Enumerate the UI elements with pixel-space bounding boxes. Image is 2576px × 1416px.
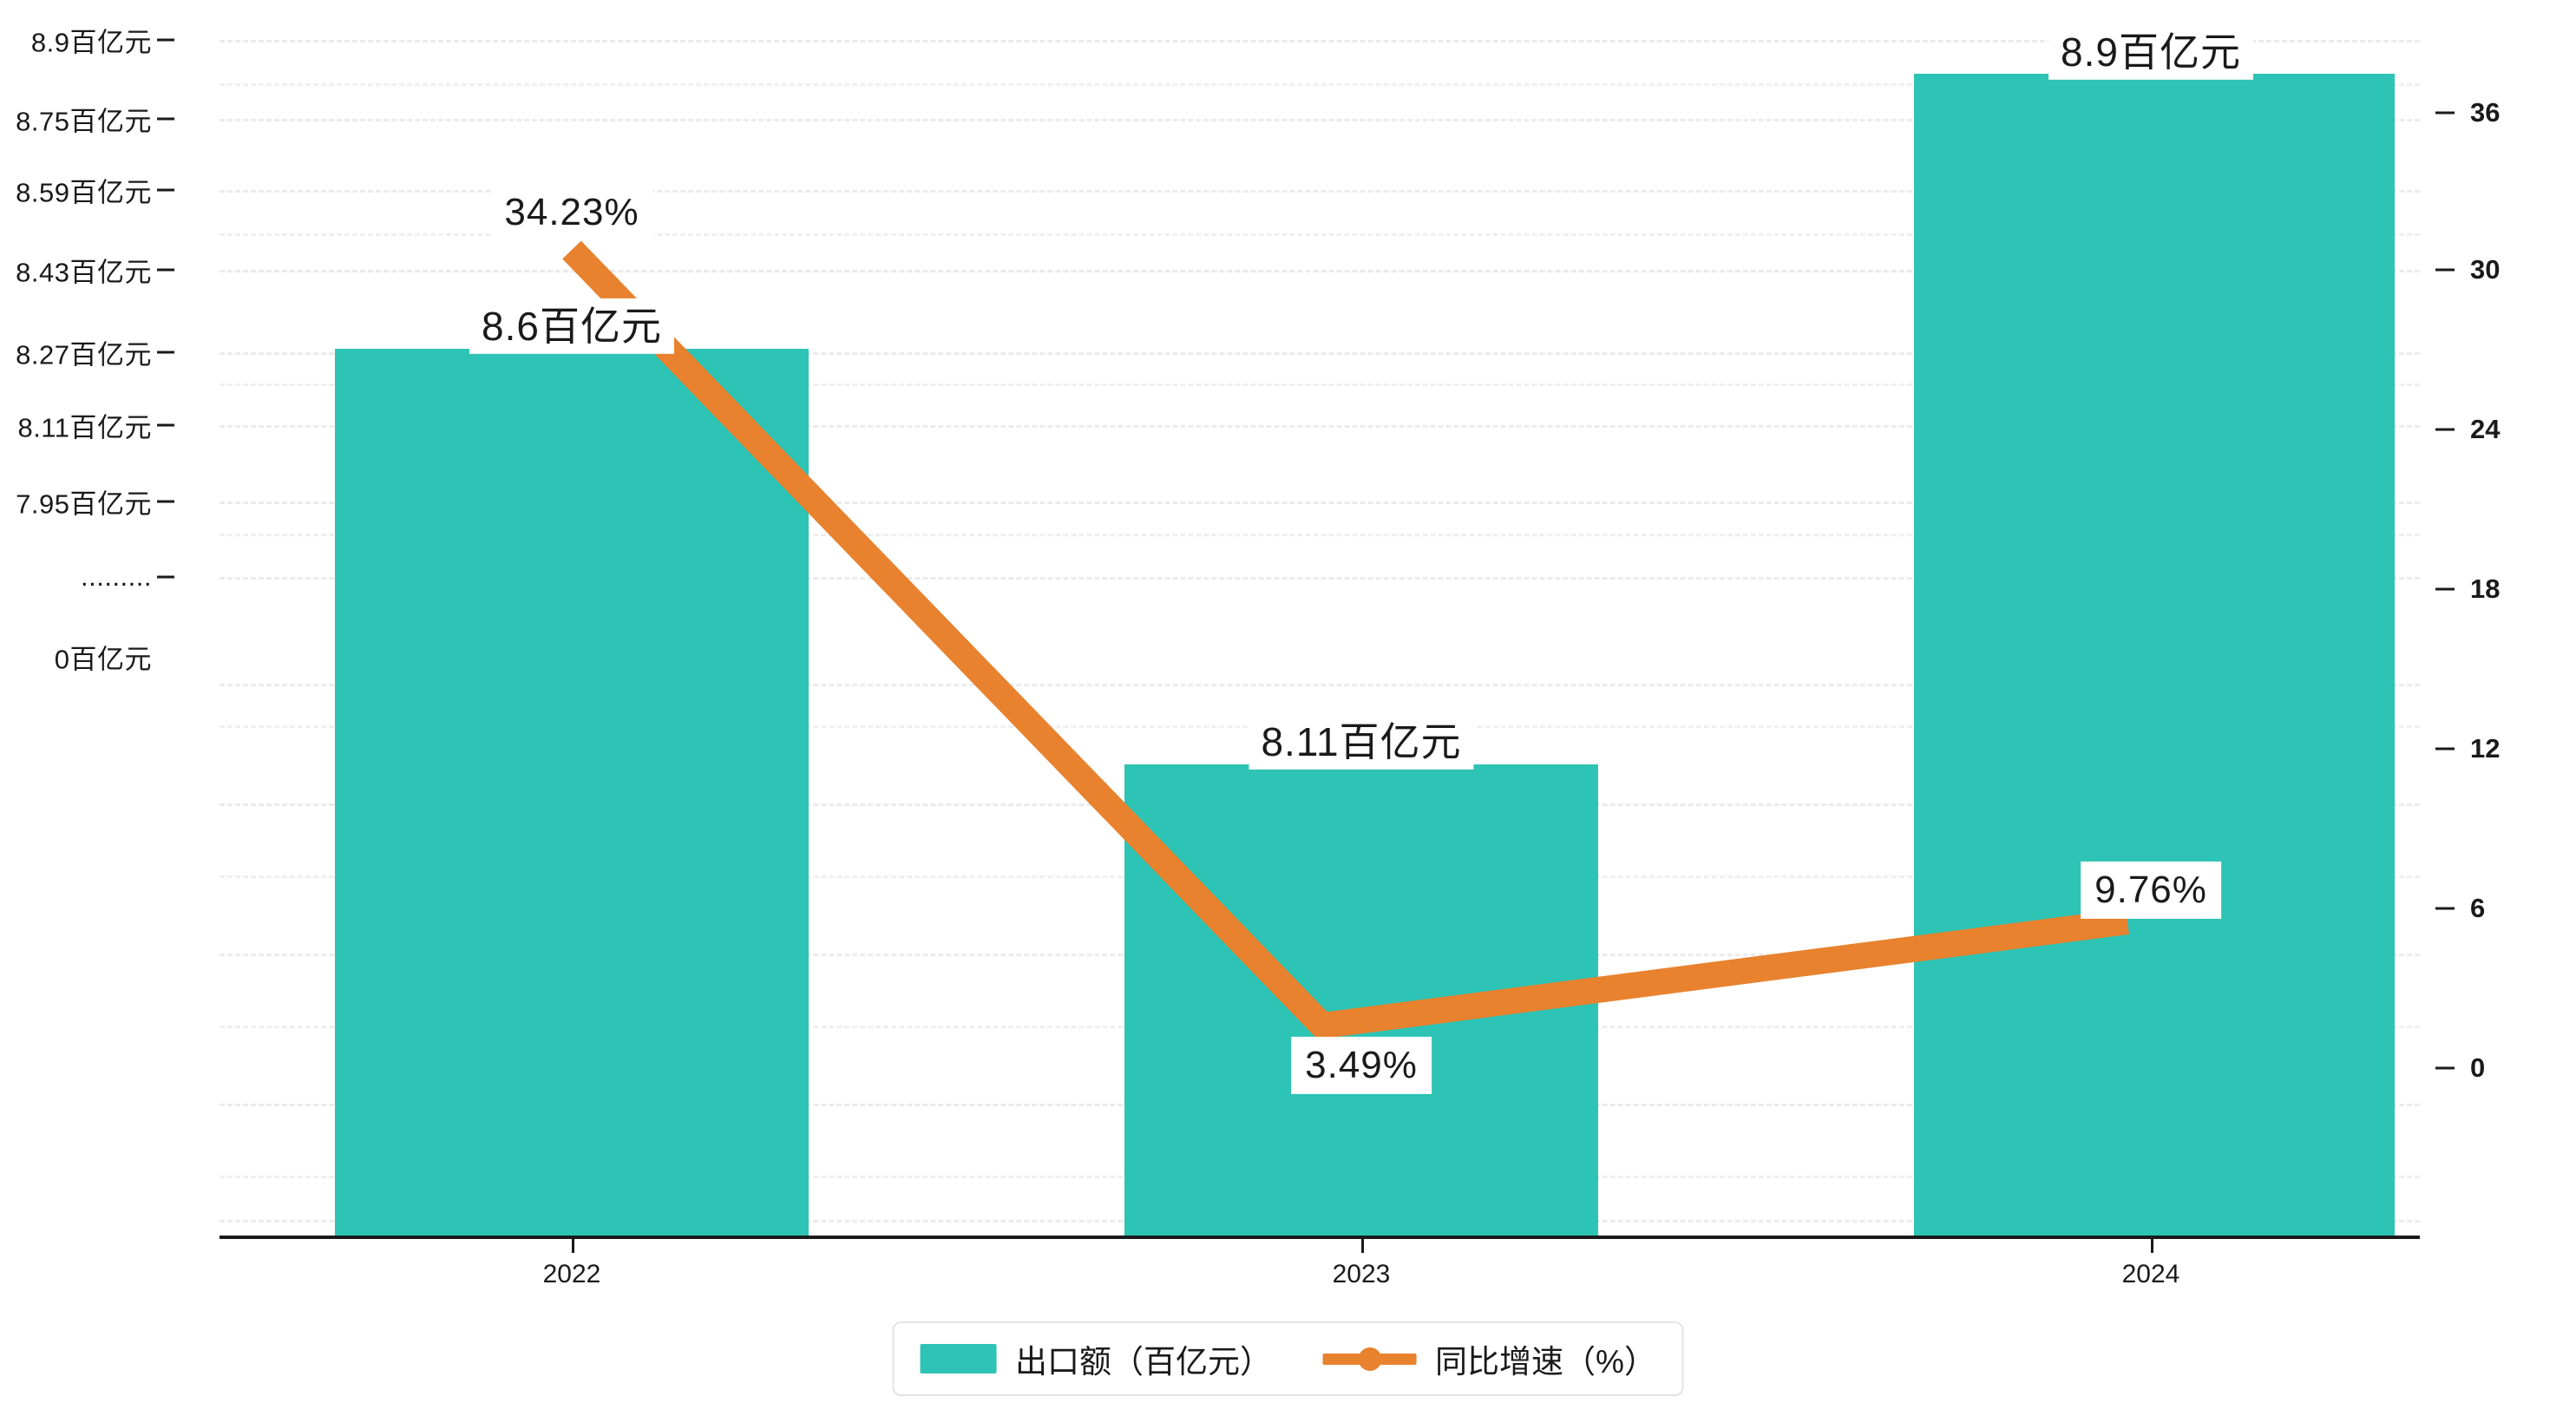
y-axis-left: 8.9百亿元 8.75百亿元 8.59百亿元 8.43百亿元 8.27百亿元 8…: [0, 0, 220, 1416]
gridline: [220, 40, 2420, 43]
y-left-tick-label: 7.95百亿元: [16, 488, 152, 520]
chart-legend: 出口额（百亿元） 同比增速（%）: [892, 1321, 1684, 1396]
growth-value-label-2023: 3.49%: [1291, 1036, 1432, 1095]
y-right-tick-label: 18: [2470, 574, 2501, 604]
y-right-tick-label: 6: [2470, 893, 2486, 923]
y-left-tickmark: [157, 188, 174, 192]
y-left-tickmark: [157, 117, 174, 121]
y-left-tickmark: [157, 38, 174, 42]
x-axis-label-2023: 2023: [1332, 1260, 1391, 1288]
y-right-tick-label: 12: [2470, 733, 2501, 764]
y-left-tickmark: [157, 500, 174, 503]
y-left-tick-label: 8.11百亿元: [17, 412, 152, 443]
y-left-tickmark: [157, 268, 174, 272]
y-right-tickmark: [2435, 907, 2455, 910]
gridline: [220, 83, 2420, 86]
y-left-tickmark: [157, 423, 174, 427]
y-left-tick-label: 8.9百亿元: [30, 27, 152, 58]
legend-label-yoy-growth: 同比增速（%）: [1435, 1344, 1656, 1380]
x-axis-line: [220, 1236, 2420, 1239]
gridline: [220, 119, 2420, 121]
bar-value-label-2023: 8.11百亿元: [1249, 713, 1474, 770]
gridline: [220, 233, 2420, 236]
legend-item-export-amount[interactable]: 出口额（百亿元）: [920, 1335, 1272, 1382]
legend-bar-swatch-icon: [920, 1344, 997, 1373]
bar-2023[interactable]: [1124, 764, 1598, 1236]
y-left-tickmark: [157, 351, 174, 354]
y-right-tickmark: [2435, 747, 2455, 751]
y-right-tickmark: [2435, 268, 2455, 272]
x-axis-label-2022: 2022: [542, 1260, 601, 1288]
y-right-tickmark: [2435, 1066, 2455, 1070]
legend-item-yoy-growth[interactable]: 同比增速（%）: [1322, 1335, 1656, 1382]
y-right-tick-label: 24: [2470, 414, 2501, 444]
y-right-tick-label: 0: [2470, 1052, 2486, 1083]
y-right-tick-label: 36: [2470, 97, 2501, 128]
x-axis-label-2024: 2024: [2121, 1260, 2180, 1288]
bar-value-label-2024: 8.9百亿元: [2048, 23, 2253, 81]
y-right-tick-label: 30: [2470, 254, 2501, 285]
y-left-tick-label: 8.59百亿元: [16, 177, 152, 208]
gridline: [220, 190, 2420, 193]
bar-2024[interactable]: [1914, 74, 2395, 1236]
y-left-tick-label: 8.75百亿元: [16, 106, 152, 137]
legend-line-dot-swatch-icon: [1322, 1344, 1417, 1373]
y-left-tick-label: 8.27百亿元: [16, 339, 152, 370]
x-axis-tickmark: [2151, 1239, 2153, 1253]
legend-label-export-amount: 出口额（百亿元）: [1015, 1344, 1273, 1380]
y-left-tick-label-zero: 0百亿元: [54, 644, 152, 675]
y-right-tickmark: [2435, 428, 2455, 431]
y-axis-right: 36 30 24 18 12 6 0: [2420, 0, 2576, 1416]
y-left-tick-label-elided: .........: [80, 561, 152, 592]
growth-value-label-2024: 9.76%: [2081, 861, 2221, 920]
x-axis-tickmark: [572, 1239, 574, 1253]
bar-value-label-2022: 8.6百亿元: [469, 298, 674, 355]
growth-value-label-2022: 34.23%: [490, 183, 653, 242]
y-right-tickmark: [2435, 111, 2455, 115]
bar-2022[interactable]: [335, 349, 809, 1236]
x-axis-tickmark: [1361, 1239, 1364, 1253]
y-left-tickmark: [157, 575, 174, 579]
legend-dot-marker-icon: [1358, 1347, 1382, 1371]
y-right-tickmark: [2435, 587, 2455, 591]
y-left-tick-label: 8.43百亿元: [16, 257, 152, 288]
